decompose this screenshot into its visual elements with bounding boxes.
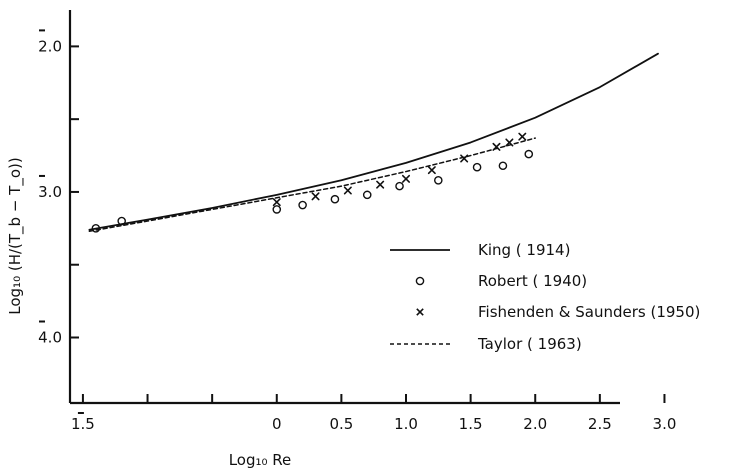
x-tick-label: 1.5 — [71, 415, 95, 433]
robert-point — [362, 190, 372, 200]
legend-marker-circle — [415, 276, 425, 286]
x-tick-label: 1.5 — [459, 415, 483, 433]
legend-item-fishenden-saunders: Fishenden & Saunders (1950) — [416, 303, 700, 321]
robert-point — [272, 205, 282, 214]
y-axis-label: Log₁₀ (H/(T_b − T_o)) — [6, 157, 25, 314]
x-tick-label: 0.5 — [329, 415, 353, 433]
fishenden-saunders-point — [518, 132, 527, 141]
legend-label: Fishenden & Saunders (1950) — [478, 303, 700, 321]
robert-point — [434, 175, 443, 185]
legend-marker-cross — [416, 308, 424, 316]
legend-label: King ( 1914) — [478, 241, 570, 259]
legend: King ( 1914) Robert ( 1940) Fishenden & Sa… — [390, 241, 700, 353]
x-tick-label: 2.0 — [523, 415, 547, 433]
legend-item-taylor: Taylor ( 1963) — [390, 335, 582, 353]
king-line — [88, 52, 659, 231]
y-tick-label: 2.0 — [38, 37, 62, 55]
legend-item-king: King ( 1914) — [390, 241, 570, 259]
robert-point — [298, 200, 307, 210]
ticks: 1.5 0 0.5 1.0 1.5 2.0 2.5 3.0 2.0 3.0 4.0 — [38, 29, 677, 433]
fishenden-saunders-point — [376, 180, 385, 189]
fishenden-saunders-point — [401, 174, 411, 183]
taylor-line — [88, 137, 536, 232]
robert-point — [524, 149, 534, 159]
x-tick-label: 0 — [272, 415, 282, 433]
robert-point — [117, 216, 126, 226]
robert-point — [472, 162, 482, 172]
fishenden-saunders-point — [427, 166, 436, 175]
x-tick-label: 1.0 — [394, 415, 418, 433]
fishenden-saunders-point — [311, 192, 320, 201]
legend-item-robert: Robert ( 1940) — [415, 272, 587, 290]
plot-series — [88, 52, 659, 233]
robert-point — [498, 161, 508, 171]
robert-point — [395, 181, 404, 191]
legend-label: Taylor ( 1963) — [477, 335, 582, 353]
robert-point — [91, 224, 101, 233]
x-tick-label: 2.5 — [588, 415, 612, 433]
robert-point — [330, 194, 340, 204]
legend-label: Robert ( 1940) — [478, 272, 587, 290]
x-tick-label: 3.0 — [653, 415, 677, 433]
y-tick-label: 4.0 — [38, 329, 62, 347]
fishenden-saunders-point — [343, 186, 352, 195]
y-tick-label: 3.0 — [38, 183, 62, 201]
fishenden-saunders-point — [272, 198, 281, 207]
x-axis-label: Log₁₀ Re — [229, 451, 292, 469]
